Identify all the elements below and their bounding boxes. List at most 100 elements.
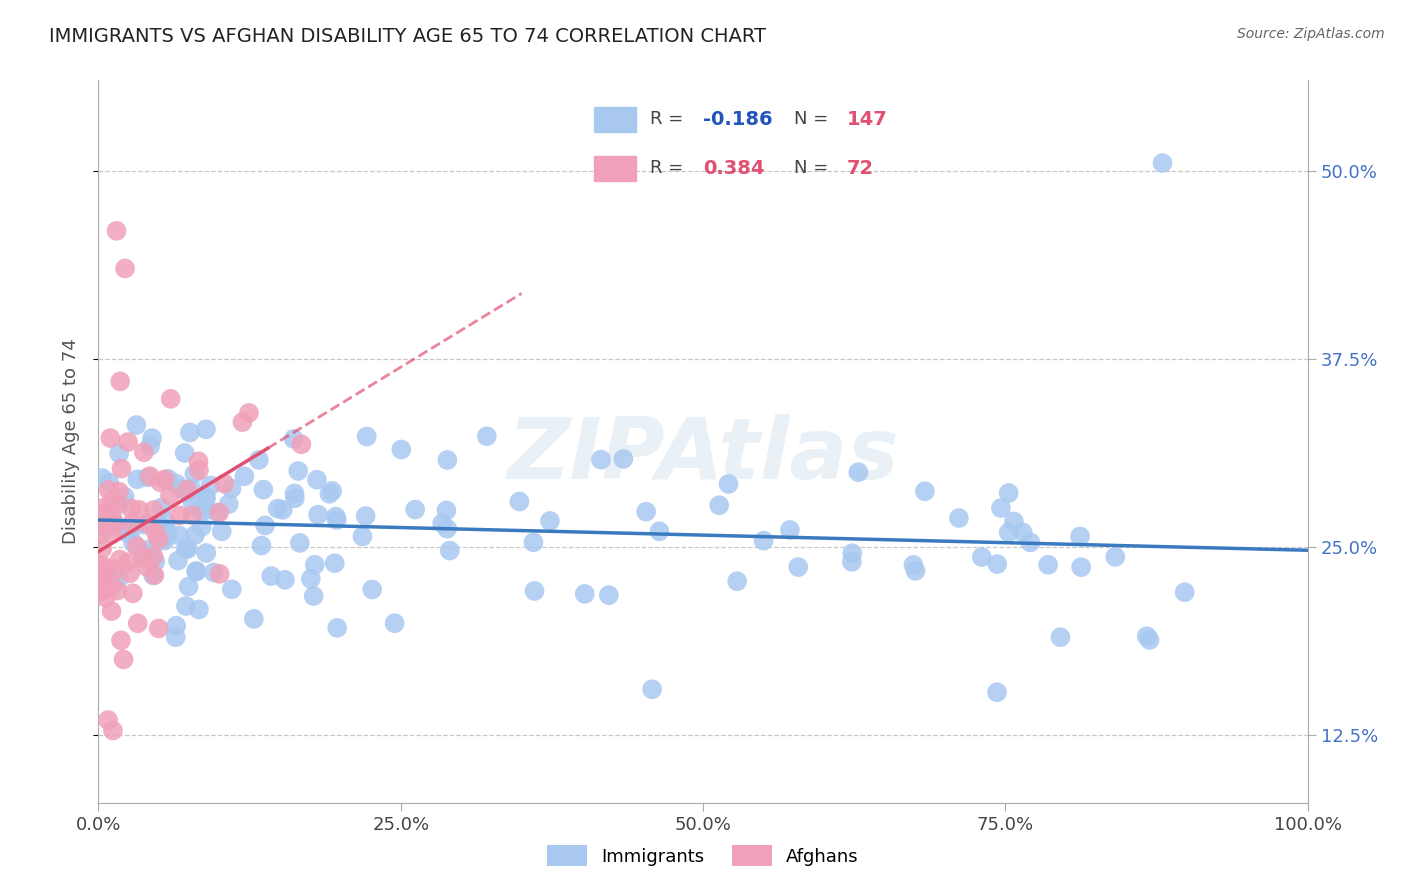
Point — [1139, 632, 1161, 647]
Point — [177, 541, 200, 556]
Point — [181, 496, 204, 510]
Point — [323, 556, 346, 570]
Point — [165, 630, 187, 644]
Point — [202, 566, 225, 580]
Point — [125, 418, 148, 433]
Point — [231, 415, 253, 429]
Point — [187, 463, 209, 477]
Point — [176, 483, 198, 497]
Point — [997, 486, 1019, 500]
Point — [326, 621, 349, 635]
Point — [352, 529, 374, 543]
Point — [150, 500, 173, 515]
Point — [121, 586, 143, 600]
Point — [105, 583, 128, 598]
Point — [194, 491, 217, 506]
Point — [274, 573, 297, 587]
Point — [134, 517, 156, 532]
Point — [1069, 529, 1091, 543]
Point — [508, 494, 530, 508]
Text: 147: 147 — [846, 110, 887, 128]
Point — [574, 587, 596, 601]
Point — [135, 559, 157, 574]
Point — [139, 439, 162, 453]
Point — [522, 535, 544, 549]
Point — [305, 473, 328, 487]
Point — [156, 472, 179, 486]
Point — [90, 573, 112, 587]
Point — [125, 540, 148, 554]
Point — [200, 478, 222, 492]
Point — [1049, 630, 1071, 644]
Point — [221, 482, 243, 496]
Point — [156, 528, 179, 542]
Point — [848, 465, 870, 479]
Text: 0.384: 0.384 — [703, 159, 765, 178]
Point — [841, 555, 863, 569]
Text: N =: N = — [794, 111, 828, 128]
Point — [361, 582, 384, 597]
Point — [787, 560, 810, 574]
Point — [841, 546, 863, 560]
Point — [179, 425, 201, 440]
Point — [250, 539, 273, 553]
Point — [90, 516, 112, 531]
Point — [159, 392, 181, 406]
Point — [105, 496, 128, 510]
Point — [436, 503, 458, 517]
Point — [104, 563, 127, 577]
Point — [914, 484, 936, 499]
Point — [194, 422, 217, 436]
Point — [207, 506, 229, 520]
Point — [589, 452, 612, 467]
Point — [143, 555, 166, 569]
Point — [636, 505, 658, 519]
Point — [105, 224, 128, 238]
Text: 72: 72 — [846, 159, 875, 178]
Point — [108, 446, 131, 460]
Point — [101, 514, 124, 528]
Point — [475, 429, 498, 443]
Point — [103, 518, 125, 533]
Point — [173, 446, 195, 460]
Point — [97, 713, 120, 727]
Point — [180, 482, 202, 496]
Point — [641, 682, 664, 697]
Point — [108, 552, 131, 566]
Point — [970, 550, 993, 565]
Point — [307, 508, 329, 522]
Point — [148, 621, 170, 635]
Point — [114, 490, 136, 504]
Point — [321, 483, 343, 498]
Point — [267, 501, 290, 516]
Point — [128, 503, 150, 517]
Point — [404, 502, 426, 516]
Text: R =: R = — [650, 160, 683, 178]
Point — [96, 522, 118, 536]
Point — [439, 543, 461, 558]
Point — [155, 524, 177, 538]
Point — [89, 558, 111, 572]
Point — [127, 472, 149, 486]
Point — [1002, 515, 1025, 529]
Point — [356, 429, 378, 443]
Point — [155, 515, 177, 529]
Point — [97, 483, 120, 497]
Point — [779, 523, 801, 537]
Point — [211, 524, 233, 539]
Point — [94, 591, 117, 605]
Point — [538, 514, 561, 528]
Point — [112, 652, 135, 666]
Point — [153, 533, 176, 548]
Point — [89, 584, 111, 599]
Point — [91, 507, 114, 521]
Point — [110, 461, 132, 475]
Point — [176, 485, 198, 500]
Point — [122, 536, 145, 550]
Point — [98, 431, 121, 445]
Point — [89, 569, 111, 583]
Point — [142, 549, 165, 564]
Point — [174, 541, 197, 556]
Legend: Immigrants, Afghans: Immigrants, Afghans — [540, 838, 866, 873]
Point — [221, 582, 243, 597]
